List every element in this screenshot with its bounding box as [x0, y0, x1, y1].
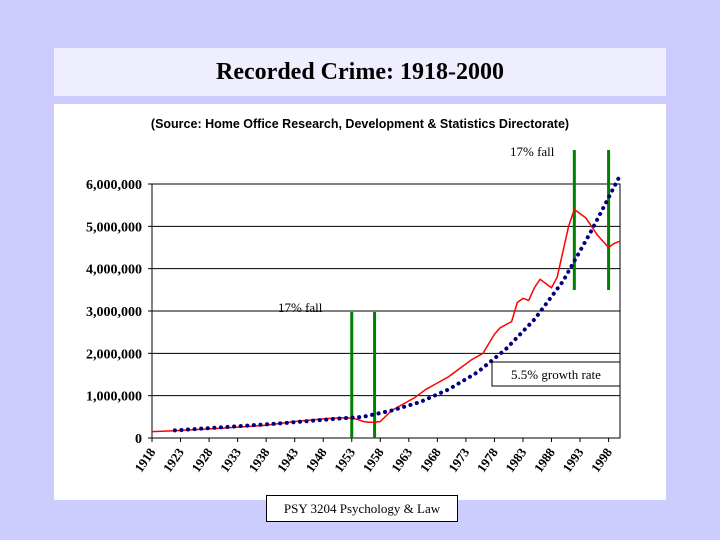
y-tick-label: 5,000,000 — [86, 220, 142, 235]
y-tick-label: 2,000,000 — [86, 347, 142, 362]
x-tick-label: 1988 — [531, 445, 558, 475]
y-tick-label: 3,000,000 — [86, 305, 142, 320]
chart-subtitle: (Source: Home Office Research, Developme… — [151, 117, 569, 131]
x-tick-label: 1928 — [188, 445, 215, 475]
x-tick-label: 1938 — [245, 445, 272, 475]
footer-label: PSY 3204 Psychology & Law — [266, 495, 458, 522]
x-tick-label: 1973 — [445, 445, 472, 475]
annotation-fall-1950s: 17% fall — [278, 300, 323, 315]
slide-title: Recorded Crime: 1918-2000 — [216, 58, 504, 85]
series-line-trend — [172, 173, 622, 433]
y-tick-label: 0 — [135, 432, 142, 447]
x-tick-label: 1963 — [388, 445, 415, 475]
x-tick-label: 1978 — [474, 445, 501, 475]
x-tick-label: 1968 — [417, 445, 444, 475]
y-tick-label: 4,000,000 — [86, 263, 142, 278]
x-tick-label: 1953 — [331, 445, 358, 475]
x-tick-label: 1933 — [217, 445, 244, 475]
crime-chart: (Source: Home Office Research, Developme… — [86, 117, 622, 475]
annotation-fall-1990s: 17% fall — [510, 144, 555, 159]
annotation-growth-rate: 5.5% growth rate — [511, 367, 601, 382]
x-tick-label: 1998 — [588, 445, 615, 475]
x-tick-label: 1993 — [559, 445, 586, 475]
y-tick-label: 1,000,000 — [86, 390, 142, 405]
x-tick-label: 1918 — [131, 445, 158, 475]
chart-panel: (Source: Home Office Research, Developme… — [54, 104, 666, 500]
x-tick-label: 1948 — [302, 445, 329, 475]
y-tick-label: 6,000,000 — [86, 178, 142, 193]
x-tick-label: 1923 — [160, 445, 187, 475]
x-tick-label: 1983 — [502, 445, 529, 475]
growth-rate-box — [491, 361, 621, 387]
x-tick-label: 1958 — [360, 445, 387, 475]
x-tick-label: 1943 — [274, 445, 301, 475]
title-banner: Recorded Crime: 1918-2000 — [54, 48, 666, 96]
